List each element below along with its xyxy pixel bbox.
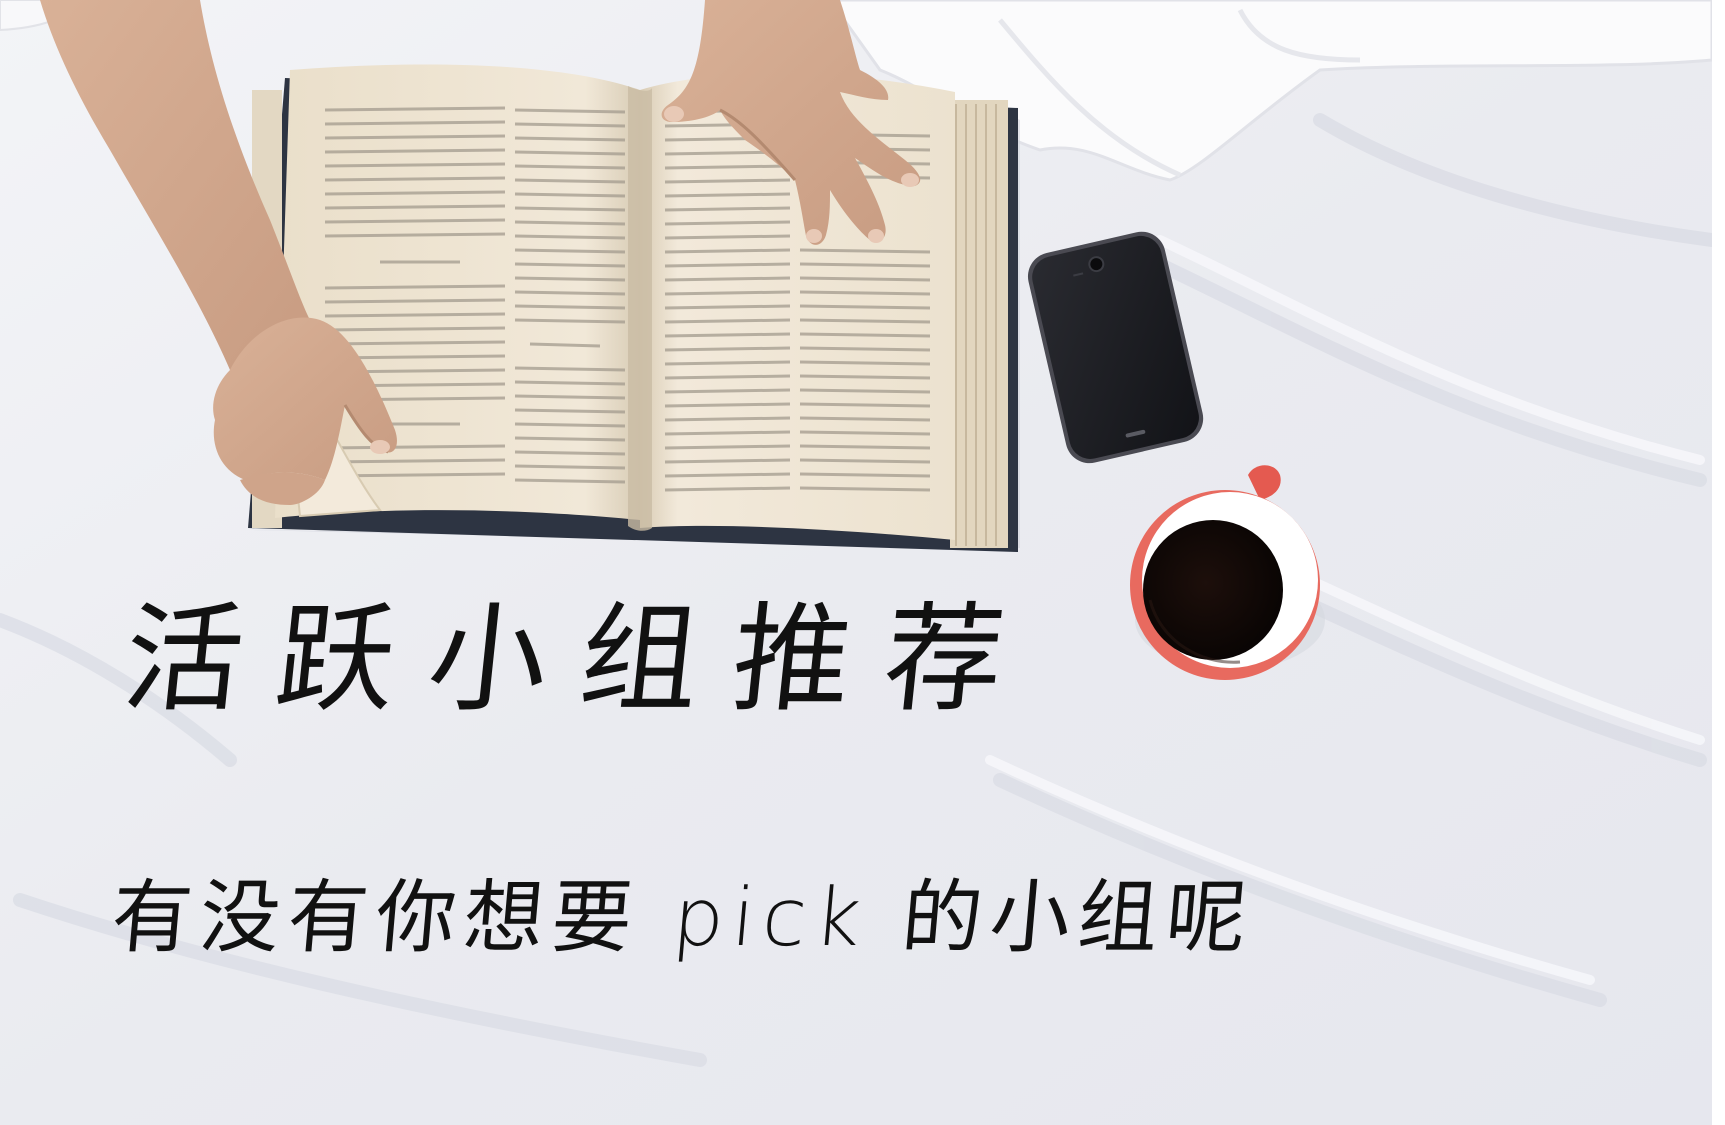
right-hand	[661, 0, 921, 245]
left-page-text	[324, 106, 626, 484]
left-hand	[40, 0, 397, 505]
headline: 活跃小组推荐	[117, 590, 1045, 728]
book-right-page	[640, 73, 955, 540]
subline: 有没有你想要 pick 的小组呢	[107, 871, 1259, 964]
smartphone	[1027, 231, 1204, 464]
coffee-cup	[1130, 465, 1325, 680]
right-margin	[1712, 0, 1725, 1125]
